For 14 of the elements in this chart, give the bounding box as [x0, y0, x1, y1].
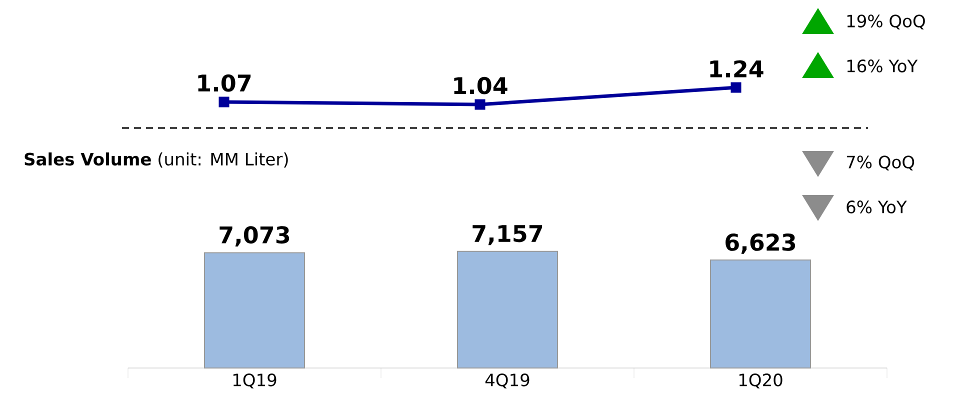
x-tick-label: 1Q19	[233, 374, 276, 388]
text: 6% YoY	[846, 200, 907, 214]
text: 19% QoQ	[847, 14, 925, 30]
data-label: 7,073	[220, 226, 290, 246]
text: 7% QoQ	[846, 156, 914, 170]
x-tick-label: 4Q19	[485, 374, 530, 388]
data-label: 1.24	[710, 60, 764, 78]
data-label: 7,157	[472, 225, 542, 246]
data-label: 6,623	[726, 233, 796, 254]
x-tick-label: 1Q20	[739, 374, 782, 388]
data-label: 1.07	[198, 74, 251, 92]
chart-title: Sales Volume (unit: MM Liter)	[24, 152, 288, 168]
data-label: 1.04	[454, 76, 508, 94]
text: 16% YoY	[847, 60, 918, 72]
